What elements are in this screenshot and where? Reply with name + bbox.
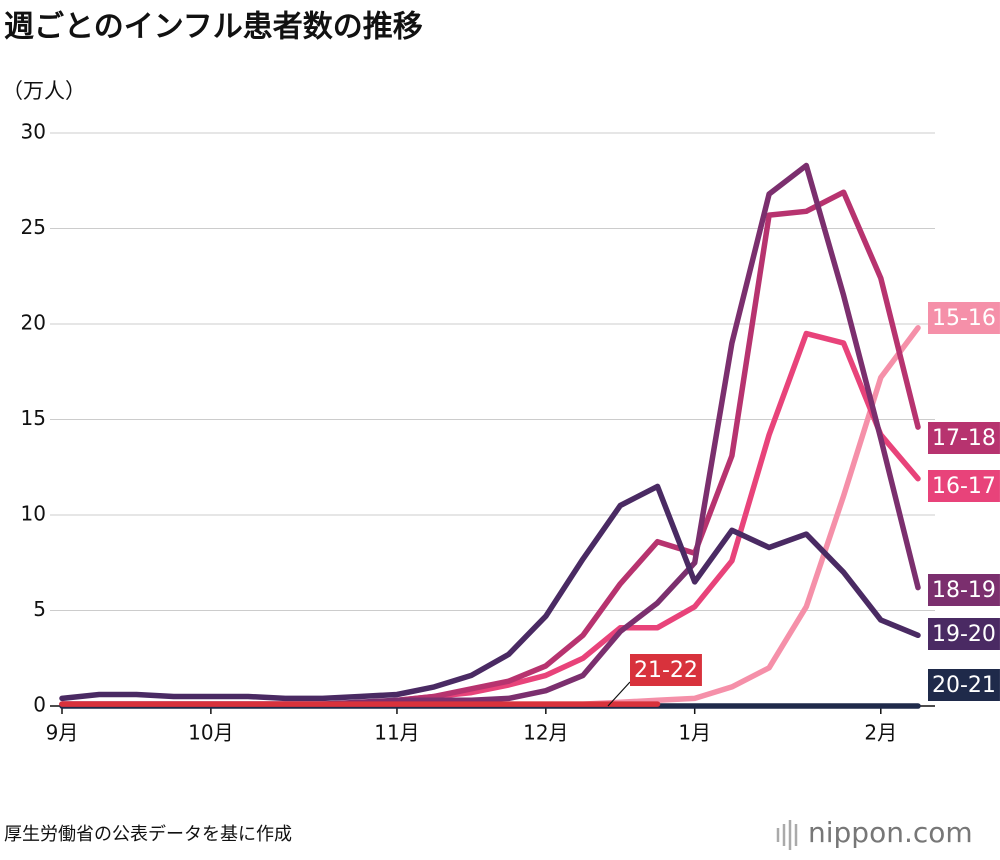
y-tick-label: 30 xyxy=(21,120,46,144)
legend-box xyxy=(928,574,1000,606)
x-tick-label: 2月 xyxy=(864,721,897,745)
chart-title: 週ごとのインフル患者数の推移 xyxy=(4,10,423,45)
legend-box xyxy=(630,654,702,686)
legend-label: 20-21 xyxy=(932,673,996,698)
legend-entry: 15-16 xyxy=(928,302,1000,334)
legend-entry: 16-17 xyxy=(928,470,1000,502)
x-tick-label: 11月 xyxy=(374,721,419,745)
legend-label: 21-22 xyxy=(634,658,698,683)
x-tick-label: 1月 xyxy=(678,721,711,745)
x-tick-label: 10月 xyxy=(188,721,233,745)
y-tick-label: 0 xyxy=(33,693,46,717)
logo-mark xyxy=(776,820,798,850)
source: 厚生労働省の公表データを基に作成 xyxy=(4,824,292,845)
legend-box xyxy=(928,618,1000,650)
legend-label: 15-16 xyxy=(932,306,996,331)
series-line xyxy=(59,483,921,702)
series-line xyxy=(59,189,921,707)
legend-entry: 21-22 xyxy=(630,654,702,686)
y-tick-label: 10 xyxy=(21,502,46,526)
logo: nippon.com xyxy=(808,816,973,849)
y-axis-label: （万人） xyxy=(2,79,86,103)
legend-entry: 18-19 xyxy=(928,574,1000,606)
legend-entry: 17-18 xyxy=(928,422,1000,454)
legend-label: 17-18 xyxy=(932,426,996,451)
legend-label: 18-19 xyxy=(932,578,996,603)
legend-box xyxy=(928,422,1000,454)
y-tick-label: 15 xyxy=(21,406,46,430)
legend-label: 16-17 xyxy=(932,474,996,499)
y-tick-label: 25 xyxy=(21,215,46,239)
y-tick-label: 5 xyxy=(33,597,46,621)
series-line xyxy=(59,330,921,707)
legend-entry: 19-20 xyxy=(928,618,1000,650)
leader-line xyxy=(607,681,631,707)
y-tick-label: 20 xyxy=(21,311,46,335)
x-tick-label: 12月 xyxy=(523,721,568,745)
legend-box xyxy=(928,470,1000,502)
legend-box xyxy=(928,669,1000,701)
legend-label: 19-20 xyxy=(932,622,996,647)
legend-entry: 20-21 xyxy=(928,669,1000,701)
legend-box xyxy=(928,302,1000,334)
x-tick-label: 9月 xyxy=(46,721,79,745)
series-line xyxy=(59,162,921,707)
